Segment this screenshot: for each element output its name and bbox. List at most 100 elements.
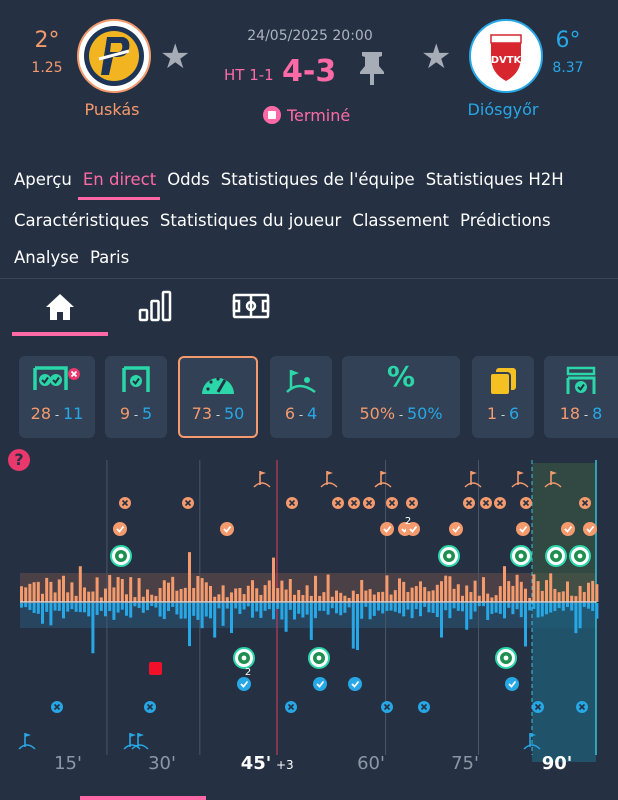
home-momentum-bar [175,590,179,602]
home-team-name[interactable]: Puskás [84,100,140,119]
away-momentum-bar [41,603,44,624]
away-shot-on-target-icon-mark [240,680,249,688]
nav-tab-predictions[interactable]: Prédictions [460,211,551,230]
home-missed-shot-icon-mark [482,499,490,507]
stat-shots[interactable]: 28 - 11 [19,356,95,438]
nav-tab-characteristics[interactable]: Caractéristiques [14,211,149,230]
stat-corners[interactable]: 6 - 4 [270,356,332,438]
home-momentum-bar [540,590,544,602]
nav-tab-en-direct[interactable]: En direct [82,170,157,189]
home-momentum-bar [410,587,414,602]
nav-tab-player-stats[interactable]: Statistiques du joueur [159,211,342,230]
home-momentum-bar [427,591,431,602]
help-icon[interactable]: ? [8,449,30,471]
home-momentum-bar [406,591,410,602]
nav-tab-standings[interactable]: Classement [352,211,450,230]
away-momentum-bar [179,603,183,619]
goal-count-label: 2 [405,516,411,527]
stat-saves[interactable]: 18 - 8 [544,356,618,438]
away-momentum-bar [511,603,515,615]
nav-tab-apercu[interactable]: Aperçu [14,170,72,189]
home-momentum-bar [536,581,540,602]
home-shot-on-target-icon-mark [116,525,125,533]
away-momentum-bar [32,603,36,613]
away-missed-shot-icon-mark [383,703,391,711]
home-favorite-star-icon[interactable]: ★ [160,37,191,77]
home-momentum-bar [95,577,99,602]
home-momentum-bar [582,592,586,602]
nav-tab-bets[interactable]: Paris [89,248,130,267]
home-momentum-bar [528,597,532,602]
away-momentum-bar [141,603,145,613]
stat-away-value: 50 [223,404,245,423]
home-momentum-bar [129,577,133,602]
home-momentum-bar [259,594,263,602]
home-momentum-bar [557,592,561,602]
away-corner-icon-arc [523,744,541,750]
away-favorite-star-icon[interactable]: ★ [421,37,452,77]
home-momentum-bar [41,593,44,602]
stat-cards[interactable]: 1 - 6 [472,356,534,438]
away-crest[interactable]: DVTK [469,19,543,93]
away-momentum-bar [66,603,70,612]
divider [0,278,618,279]
stat-attacks[interactable]: 73 - 50 [178,356,258,438]
pin-icon[interactable] [357,48,387,90]
nav-tab-analysis[interactable]: Analyse [14,248,79,267]
away-momentum-bar [167,603,170,612]
stat-away-value: 4 [306,404,318,423]
home-momentum-bar [389,594,393,602]
home-momentum-bar [74,595,78,602]
away-team-name[interactable]: Diósgyőr [467,100,539,119]
match-status: Terminé [287,106,351,125]
away-momentum-bar [234,603,238,609]
home-momentum-bar [570,595,574,602]
away-momentum-bar [99,603,103,612]
away-momentum-bar [377,603,380,611]
home-crest[interactable] [77,19,151,93]
home-icon[interactable] [44,292,76,326]
home-momentum-bar [469,592,473,602]
away-momentum-bar [62,603,65,619]
home-missed-shot-icon-mark [365,499,373,507]
away-momentum-bar [549,603,553,613]
home-momentum-bar [234,588,238,602]
stat-away-value: 11 [62,404,84,423]
nav-tab-h2h[interactable]: Statistiques H2H [425,170,564,189]
nav-tab-odds[interactable]: Odds [167,170,210,189]
home-momentum-bar [188,552,191,602]
away-momentum-bar [545,603,548,615]
away-momentum-bar [427,603,431,613]
home-momentum-bar [330,596,334,602]
home-momentum-bar [171,576,175,602]
home-momentum-bar [444,575,448,602]
away-corner-icon-arc [131,744,149,750]
home-momentum-bar [574,596,578,602]
away-momentum-bar [553,603,557,612]
home-shot-on-target-icon-mark [564,525,573,533]
home-momentum-bar [146,589,149,602]
nav-tab-team-stats[interactable]: Statistiques de l'équipe [220,170,415,189]
pitch-icon[interactable] [232,293,270,323]
away-momentum-bar [162,603,166,620]
home-momentum-bar [587,582,590,602]
home-momentum-bar [360,579,364,602]
away-momentum-bar [129,603,133,618]
stat-possession[interactable]: % 50% - 50% [342,356,460,438]
home-momentum-bar [204,582,208,602]
home-momentum-bar [461,595,464,602]
stat-shots-on-target[interactable]: 9 - 5 [105,356,167,438]
home-corner-icon-flag [381,471,387,475]
home-momentum-bar [263,585,267,602]
away-shot-on-target-icon-mark [351,680,360,688]
home-momentum-bar [221,585,225,602]
away-goal-icon-dot [241,655,247,661]
home-momentum-bar [45,577,49,602]
away-corner-icon-arc [123,744,141,750]
home-goal-icon-dot [577,553,583,559]
home-momentum-bar [465,585,469,602]
stats-bars-icon[interactable] [138,290,172,326]
away-momentum-bar [150,603,154,607]
status-ended-icon [263,106,281,124]
home-shot-on-target-icon [406,522,420,536]
